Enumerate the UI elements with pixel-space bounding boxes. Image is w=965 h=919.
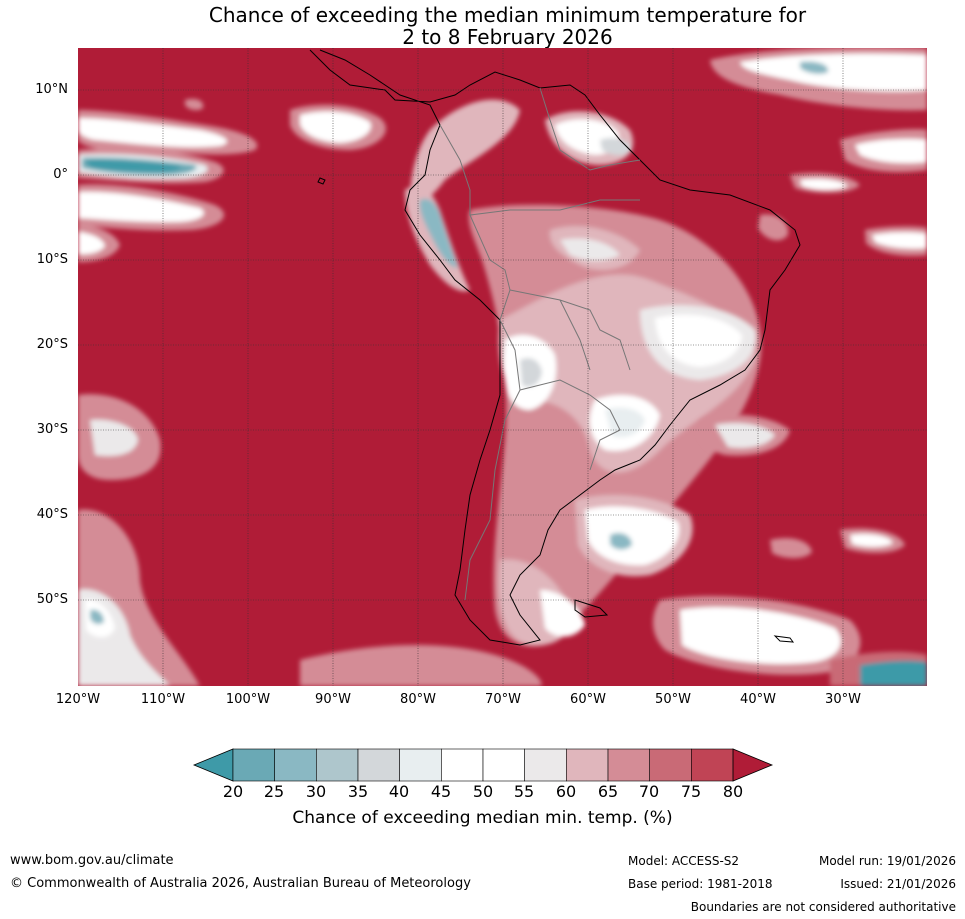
colorbar-segment <box>566 748 609 782</box>
colorbar-tick: 65 <box>597 782 619 801</box>
colorbar-segment <box>691 748 734 782</box>
colorbar-segment <box>232 748 275 782</box>
graticule <box>78 48 927 686</box>
lat-label-40s: 40°S <box>36 507 68 522</box>
colorbar-segment <box>649 748 692 782</box>
lat-label-20s: 20°S <box>36 337 68 352</box>
lat-label-10s: 10°S <box>36 252 68 267</box>
colorbar <box>192 748 774 782</box>
lat-label-0: 0° <box>53 167 68 182</box>
footer-url: www.bom.gov.au/climate <box>10 853 174 868</box>
lon-label-90w: 90°W <box>315 692 351 707</box>
continent-anomaly-pattern <box>405 99 762 647</box>
lat-label-10n: 10°N <box>35 82 68 97</box>
footer-model-run: Model run: 19/01/2026 <box>818 854 956 868</box>
colorbar-tick: 45 <box>430 782 452 801</box>
southern-ocean-patches <box>78 394 927 686</box>
title-line-2: 2 to 8 February 2026 <box>402 25 613 49</box>
lon-label-40w: 40°W <box>740 692 776 707</box>
country-borders <box>439 87 641 601</box>
lon-label-60w: 60°W <box>570 692 606 707</box>
colorbar-segment <box>316 748 359 782</box>
atlantic-north-patches <box>710 48 927 256</box>
footer-issued: Issued: 21/01/2026 <box>840 877 956 891</box>
colorbar-tick: 80 <box>722 782 744 801</box>
map-title: Chance of exceeding the median minimum t… <box>150 4 865 48</box>
colorbar-segment <box>524 748 567 782</box>
footer-copyright: © Commonwealth of Australia 2026, Austra… <box>10 876 471 891</box>
colorbar-tick: 30 <box>305 782 327 801</box>
lon-label-100w: 100°W <box>225 692 271 707</box>
coastlines <box>309 49 801 646</box>
colorbar-tick: 55 <box>513 782 535 801</box>
map-field <box>78 48 927 686</box>
colorbar-tick: 75 <box>680 782 702 801</box>
colorbar-tick: 35 <box>347 782 369 801</box>
colorbar-segment <box>399 748 442 782</box>
colorbar-segment <box>607 748 651 782</box>
lat-label-30s: 30°S <box>36 422 68 437</box>
lon-label-50w: 50°W <box>655 692 691 707</box>
footer-disclaimer: Boundaries are not considered authoritat… <box>690 900 956 914</box>
pacific-anomaly-patches <box>78 98 386 262</box>
lon-label-30w: 30°W <box>825 692 861 707</box>
footer-model: Model: ACCESS-S2 <box>628 854 740 868</box>
lat-label-50s: 50°S <box>36 592 68 607</box>
colorbar-tick: 70 <box>638 782 660 801</box>
colorbar-label: Chance of exceeding median min. temp. (%… <box>292 808 673 828</box>
colorbar-segment <box>441 748 484 782</box>
colorbar-tick: 60 <box>555 782 577 801</box>
lon-label-80w: 80°W <box>400 692 436 707</box>
lon-label-120w: 120°W <box>55 692 101 707</box>
lon-label-70w: 70°W <box>485 692 521 707</box>
colorbar-arrow-low <box>192 748 234 782</box>
colorbar-segment <box>357 748 400 782</box>
colorbar-tick: 40 <box>388 782 410 801</box>
colorbar-segment <box>482 748 525 782</box>
lon-label-110w: 110°W <box>140 692 186 707</box>
footer-base-period: Base period: 1981-2018 <box>628 877 773 891</box>
colorbar-arrow-high <box>732 748 774 782</box>
colorbar-tick: 20 <box>222 782 244 801</box>
title-line-1: Chance of exceeding the median minimum t… <box>208 3 807 27</box>
colorbar-tick: 25 <box>263 782 285 801</box>
colorbar-segment <box>274 748 317 782</box>
colorbar-tick: 50 <box>472 782 494 801</box>
